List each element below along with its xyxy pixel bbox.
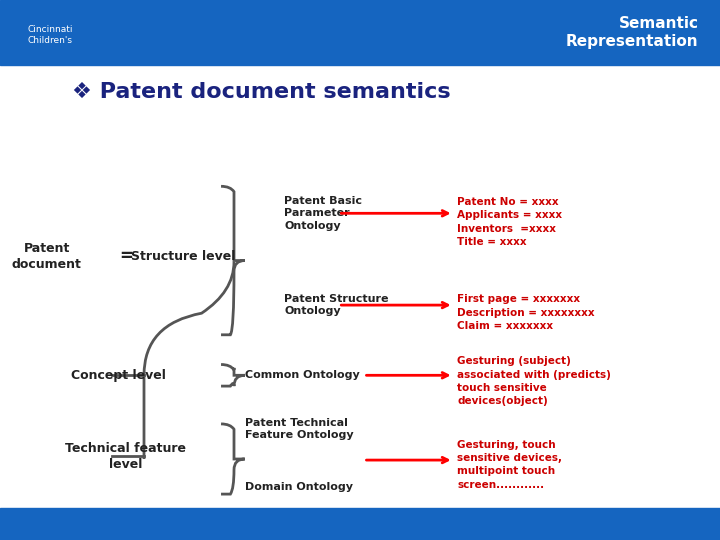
Bar <box>7 11 94 57</box>
Bar <box>0 0 720 65</box>
Text: Common Ontology: Common Ontology <box>245 370 359 380</box>
Text: Gesturing, touch
sensitive devices,
multipoint touch
screen............: Gesturing, touch sensitive devices, mult… <box>457 440 562 490</box>
Text: Cincinnati
Children's: Cincinnati Children's <box>27 25 73 45</box>
Text: Semantic
Representation: Semantic Representation <box>566 16 698 49</box>
Text: Structure level: Structure level <box>132 250 235 263</box>
Text: Patent
document: Patent document <box>12 242 82 271</box>
Text: Technical feature
level: Technical feature level <box>66 442 186 471</box>
Text: ❖ Patent document semantics: ❖ Patent document semantics <box>72 82 451 102</box>
Text: Patent Basic
Parameter
Ontology: Patent Basic Parameter Ontology <box>284 196 362 231</box>
Text: =: = <box>119 247 133 266</box>
Text: Concept level: Concept level <box>71 369 166 382</box>
Text: First page = xxxxxxx
Description = xxxxxxxx
Claim = xxxxxxx: First page = xxxxxxx Description = xxxxx… <box>457 294 595 330</box>
Text: Domain Ontology: Domain Ontology <box>245 482 353 492</box>
Text: Patent Structure
Ontology: Patent Structure Ontology <box>284 294 389 316</box>
Text: Patent No = xxxx
Applicants = xxxx
Inventors  =xxxx
Title = xxxx: Patent No = xxxx Applicants = xxxx Inven… <box>457 197 562 247</box>
Text: Patent Technical
Feature Ontology: Patent Technical Feature Ontology <box>245 418 354 441</box>
Bar <box>0 508 720 540</box>
Text: Gesturing (subject)
associated with (predicts)
touch sensitive
devices(object): Gesturing (subject) associated with (pre… <box>457 356 611 406</box>
